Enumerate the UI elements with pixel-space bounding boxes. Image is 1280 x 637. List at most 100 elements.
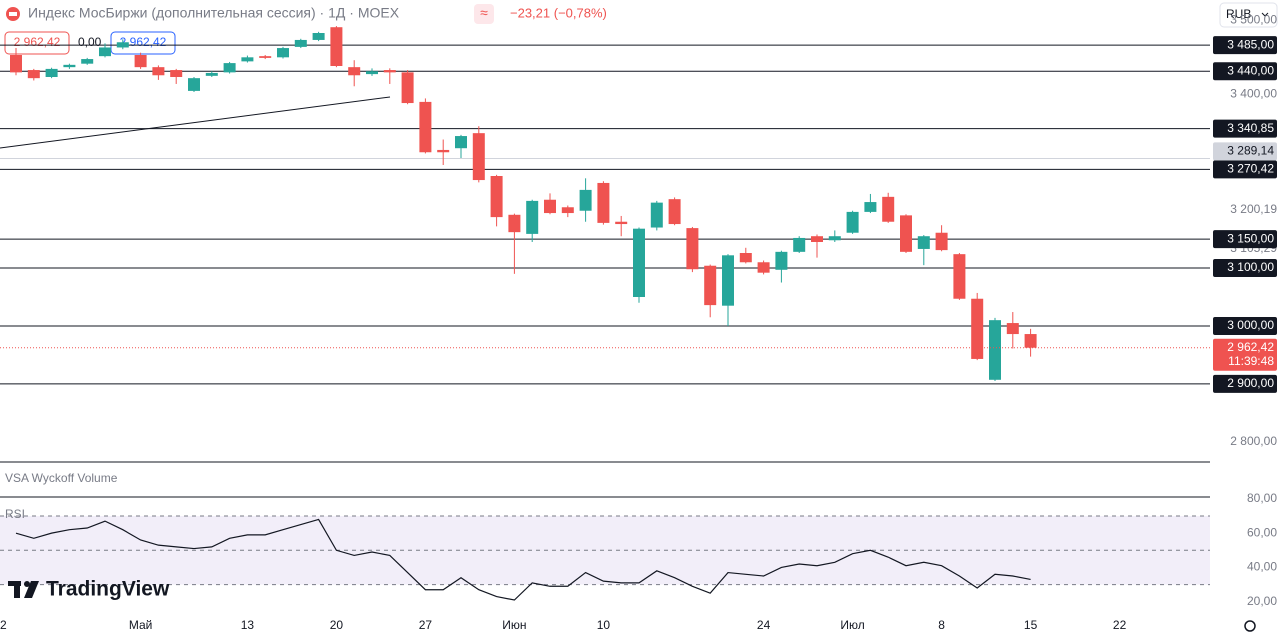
candle-body (241, 57, 254, 62)
candle-body (775, 251, 788, 270)
candle-body (704, 265, 717, 306)
candle-body (739, 253, 752, 263)
legend-box (110, 31, 176, 55)
level-label: 3 150,00 (1227, 231, 1274, 245)
legend-box (4, 31, 70, 55)
level-label-box (1213, 62, 1277, 81)
level-label: 3 100,00 (1227, 260, 1274, 274)
x-tick-label: 22 (1113, 618, 1127, 632)
candle-body (419, 101, 432, 153)
candle-body (205, 72, 218, 76)
candle-body (953, 254, 966, 299)
candle-body (188, 78, 200, 91)
y-tick-label: 3 500,00 (1230, 13, 1277, 27)
candle-body (294, 39, 307, 47)
countdown: 11:39:48 (1228, 354, 1274, 368)
pane-title: RSI (5, 507, 25, 521)
candle-body (437, 149, 450, 153)
pane-label: VSA Wyckoff Volume (5, 471, 118, 485)
currency-select[interactable] (1219, 2, 1278, 28)
level-label-box (1213, 142, 1277, 161)
level-label-box (1213, 230, 1277, 249)
candle-body (45, 68, 58, 77)
candle-body (811, 236, 823, 242)
candle-body (472, 133, 485, 181)
candle-body (633, 228, 645, 297)
level-label: 3 270,42 (1227, 162, 1274, 176)
y-tick-label: 80,00 (1247, 491, 1277, 505)
x-tick-label: 8 (938, 618, 945, 632)
candle-body (650, 202, 663, 228)
logo-mark (24, 581, 39, 598)
candle-body (508, 214, 521, 233)
x-tick-label: Июн (502, 618, 526, 632)
level-label-box (1213, 36, 1277, 55)
x-tick-label: Июл (840, 618, 864, 632)
level-label: 3 000,00 (1227, 318, 1274, 332)
legend-value: 0,00 (78, 35, 102, 49)
candle-body (312, 33, 325, 40)
x-tick-label: Май (129, 618, 153, 632)
candle-body (277, 48, 289, 58)
candle-body (526, 200, 539, 234)
candle-body (686, 228, 699, 270)
x-tick-label: 24 (757, 618, 771, 632)
level-label: 3 289,14 (1227, 144, 1274, 158)
candle-body (615, 221, 628, 225)
logo: TradingView (8, 578, 170, 601)
candle-body (170, 70, 183, 77)
rsi-line (15, 518, 1031, 601)
candle-body (917, 236, 930, 249)
currency-caret (1261, 12, 1269, 17)
y-tick-label: 2 800,00 (1230, 434, 1277, 448)
candle-body (223, 63, 236, 73)
candle-body (561, 207, 574, 214)
candle-body (793, 237, 806, 252)
symbol-title: Индекс МосБиржи (дополнительная сессия) … (28, 5, 400, 21)
level-label-box (1213, 374, 1277, 393)
session-icon-glyph: ≈ (480, 5, 488, 21)
trend-line (0, 96, 391, 149)
settings-icon[interactable] (1244, 620, 1256, 632)
candle-body (134, 55, 147, 68)
candle-body (722, 255, 734, 306)
candle-body (864, 202, 877, 212)
last-price-box (1213, 338, 1277, 371)
currency-label[interactable]: RUB (1226, 7, 1251, 21)
candle-body (900, 215, 912, 252)
price-change: −23,21 (−0,78%) (510, 5, 607, 20)
level-label: 3 440,00 (1227, 63, 1274, 77)
candle-body (81, 59, 94, 64)
logo-mark (14, 581, 20, 598)
last-price-label: 2 962,42 (1227, 340, 1274, 354)
candle-body (63, 64, 76, 68)
candle-body (579, 189, 592, 211)
candle-body (882, 196, 895, 222)
candle-body (99, 47, 111, 57)
candle-body (971, 298, 984, 359)
candle-body (1024, 334, 1037, 348)
x-tick-label: 13 (241, 618, 255, 632)
session-icon (474, 4, 494, 24)
candle-body (757, 262, 770, 273)
candle-body (152, 67, 165, 76)
candle-body (27, 70, 40, 79)
y-tick-label: 40,00 (1247, 560, 1277, 574)
level-label-box (1213, 160, 1277, 179)
level-label-box (1213, 119, 1277, 138)
y-tick-label: 3 200,19 (1230, 202, 1277, 216)
candle-body (668, 199, 681, 225)
candle-body (348, 67, 361, 76)
candle-body (259, 56, 272, 58)
candle-body (935, 232, 948, 251)
legend-value: 2 962,42 (14, 35, 61, 49)
candle-body (597, 182, 610, 223)
level-label-box (1213, 259, 1277, 278)
level-label-box (1213, 316, 1277, 335)
legend-value: 2 962,42 (120, 35, 167, 49)
rsi-band (0, 516, 1210, 585)
logo-mark (24, 581, 30, 587)
x-tick-label: 20 (330, 618, 344, 632)
